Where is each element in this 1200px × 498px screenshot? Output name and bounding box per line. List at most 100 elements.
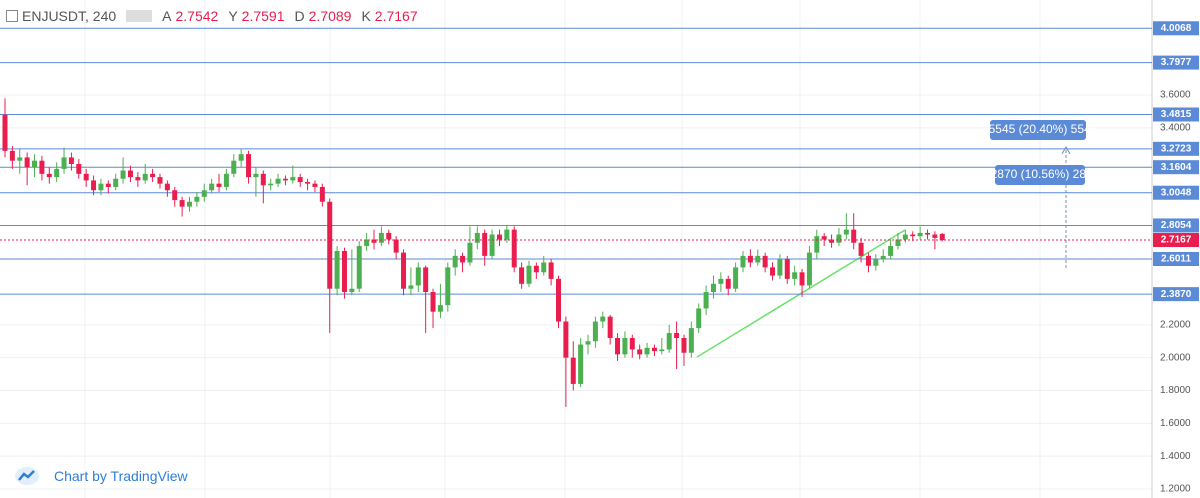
candle-body — [829, 239, 835, 243]
candle-body — [467, 242, 473, 263]
candle-body — [371, 239, 377, 243]
level-label-box — [1153, 107, 1199, 122]
y-tick-label: 1.2000 — [1160, 484, 1191, 495]
candle-body — [902, 234, 908, 240]
level-label-box — [1153, 21, 1199, 36]
candle-body — [297, 177, 303, 183]
candle-body — [755, 255, 761, 263]
candle-body — [629, 337, 635, 350]
ohlc-value: 2.7542 — [175, 8, 219, 24]
candle-body — [401, 252, 407, 289]
level-label-box — [1153, 218, 1199, 233]
candle-body — [445, 267, 451, 306]
price-label: 2.7167 — [1161, 235, 1192, 246]
level-label: 2.6011 — [1161, 254, 1191, 265]
candle-body — [740, 255, 746, 268]
candle-body — [747, 255, 753, 263]
price-label-box — [1153, 233, 1199, 248]
candle-body — [563, 321, 569, 358]
candle-body — [120, 170, 126, 179]
level-label: 3.1604 — [1161, 162, 1192, 173]
level-label: 4.0068 — [1161, 23, 1192, 34]
candle-body — [334, 250, 340, 289]
candle-body — [408, 285, 414, 289]
candle-body — [607, 316, 613, 338]
candle-body — [932, 234, 938, 238]
candle-body — [688, 328, 694, 353]
level-label-box — [1153, 287, 1199, 302]
candle-body — [925, 232, 930, 235]
candle-body — [703, 292, 709, 309]
candle-body — [770, 267, 776, 276]
candle-body — [511, 229, 517, 268]
candle-body — [858, 242, 864, 256]
candle-body — [76, 163, 82, 174]
candle-body — [216, 183, 222, 187]
candle-body — [526, 265, 532, 284]
candle-body — [223, 173, 229, 187]
y-tick-label: 1.8000 — [1160, 385, 1191, 396]
candle-body — [378, 232, 384, 243]
candle-body — [312, 183, 318, 187]
candle-body — [194, 196, 200, 202]
candle-body — [504, 229, 510, 240]
candle-body — [260, 173, 266, 186]
candle-body — [24, 157, 30, 168]
candle-body — [415, 267, 421, 286]
level-label: 3.2723 — [1161, 143, 1192, 154]
candle-body — [127, 170, 133, 178]
candle-body — [474, 232, 480, 243]
collapse-icon[interactable] — [6, 10, 18, 22]
candle-body — [172, 190, 178, 201]
candle-body — [666, 333, 672, 350]
candle-body — [135, 177, 141, 181]
candle-body — [880, 255, 886, 260]
candle-body — [674, 333, 680, 338]
candle-body — [238, 154, 244, 161]
candle-body — [784, 259, 790, 279]
candle-body — [541, 262, 547, 273]
candle-body — [592, 321, 598, 342]
annotation: 0.5545 (20.40%) 5545 — [979, 122, 1098, 136]
candle-body — [61, 157, 67, 169]
candle-body — [888, 246, 894, 256]
candle-body — [718, 278, 724, 284]
ohlc-value: 2.7167 — [374, 8, 418, 24]
candle-body — [519, 267, 525, 284]
level-label-box — [1153, 55, 1199, 70]
candle-body — [46, 173, 52, 178]
candle-body — [91, 180, 97, 191]
candle-body — [275, 178, 281, 184]
level-label: 3.7977 — [1161, 57, 1192, 68]
y-tick-label: 3.6000 — [1160, 90, 1191, 101]
candle-body — [423, 267, 429, 293]
level-label-box — [1153, 141, 1199, 156]
candle-body — [637, 349, 643, 355]
y-tick-label: 1.6000 — [1160, 418, 1191, 429]
candle-body — [696, 308, 702, 329]
candle-body — [821, 236, 827, 240]
candle-body — [282, 178, 288, 181]
level-label: 3.0048 — [1161, 187, 1192, 198]
candle-body — [733, 267, 739, 289]
candle-body — [157, 177, 163, 184]
watermark[interactable]: Chart by TradingView — [14, 466, 188, 486]
settings-icons[interactable] — [126, 10, 153, 22]
level-label-box — [1153, 251, 1199, 266]
y-tick-label: 2.2000 — [1160, 319, 1191, 330]
candle-body — [246, 154, 252, 178]
candle-body — [187, 201, 192, 207]
candle-body — [356, 246, 362, 289]
candle-body — [231, 160, 237, 174]
candle-body — [681, 337, 687, 353]
ohlc-value: 2.7591 — [241, 8, 285, 24]
candle-body — [836, 234, 842, 243]
candle-body — [142, 173, 148, 181]
y-tick-label: 3.4000 — [1160, 123, 1191, 134]
candle-body — [209, 183, 215, 191]
candle-body — [865, 255, 871, 266]
candle-body — [843, 229, 849, 235]
candle-body — [644, 347, 650, 355]
